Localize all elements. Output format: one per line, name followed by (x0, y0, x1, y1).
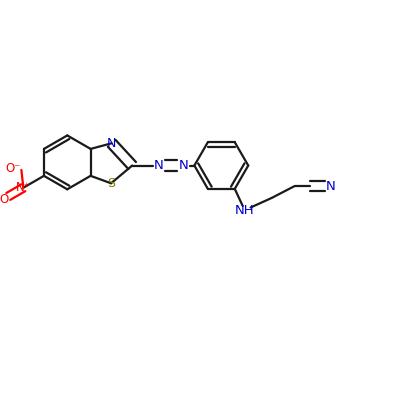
Text: N: N (107, 137, 116, 150)
Text: O⁻: O⁻ (5, 162, 20, 175)
Text: S: S (107, 177, 115, 190)
Text: N: N (154, 159, 164, 172)
Text: O: O (0, 193, 8, 206)
Text: N⁺: N⁺ (16, 181, 31, 194)
Text: N: N (179, 159, 188, 172)
Text: NH: NH (235, 204, 254, 217)
Text: N: N (325, 180, 335, 192)
